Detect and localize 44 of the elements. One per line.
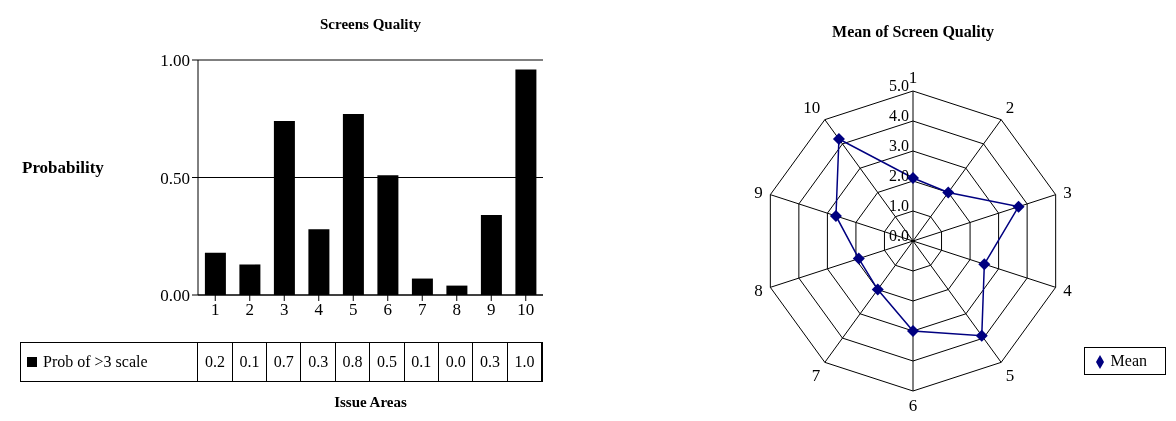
data-label: 0.5 bbox=[370, 343, 405, 381]
y-tick-label: 5.0 bbox=[889, 77, 909, 94]
y-tick-label: 3.0 bbox=[889, 137, 909, 154]
spoke-label: 8 bbox=[754, 280, 763, 300]
y-tick-label: 2.0 bbox=[889, 167, 909, 184]
data-label: 1.0 bbox=[507, 343, 543, 381]
spoke-label: 5 bbox=[1005, 365, 1015, 385]
data-label: 0.3 bbox=[473, 343, 508, 381]
chart-title: Screens Quality bbox=[319, 16, 422, 33]
spoke-label: 6 bbox=[908, 396, 918, 416]
x-tick-label: 3 bbox=[280, 300, 289, 320]
y-tick-label: 4.0 bbox=[889, 107, 909, 124]
x-tick-label: 6 bbox=[383, 300, 392, 320]
spoke-label: 7 bbox=[811, 365, 821, 385]
data-label: 0.1 bbox=[232, 343, 268, 381]
spoke-label: 2 bbox=[1005, 98, 1015, 118]
x-tick-label: 4 bbox=[314, 300, 324, 320]
x-tick-label: 7 bbox=[418, 300, 427, 320]
y-tick-label: 0.50 bbox=[160, 168, 190, 188]
legend-label: Mean bbox=[1110, 352, 1147, 369]
spoke-label: 9 bbox=[754, 183, 763, 203]
x-tick-label: 5 bbox=[349, 300, 358, 320]
y-tick-label: 1.0 bbox=[889, 197, 909, 214]
spoke-label: 4 bbox=[1063, 280, 1073, 300]
y-tick-label: 0.00 bbox=[160, 286, 190, 306]
x-tick-label: 10 bbox=[517, 300, 535, 320]
data-label: 0.0 bbox=[438, 343, 474, 381]
data-label: 0.8 bbox=[335, 343, 371, 381]
x-tick-label: 9 bbox=[487, 300, 496, 320]
data-label: 0.2 bbox=[198, 343, 233, 381]
spoke-label: 3 bbox=[1063, 183, 1072, 203]
x-tick-label: 2 bbox=[245, 300, 254, 320]
data-label: 0.7 bbox=[267, 343, 302, 381]
y-tick-label: 1.00 bbox=[160, 51, 190, 71]
x-tick-label: 8 bbox=[452, 300, 461, 320]
legend-label: Prob of >3 scale bbox=[43, 353, 148, 371]
spoke-label: 10 bbox=[803, 98, 821, 118]
x-tick-label: 1 bbox=[211, 300, 220, 320]
y-axis-title: Probability bbox=[22, 158, 104, 178]
data-label: 0.3 bbox=[301, 343, 336, 381]
chart-title: Mean of Screen Quality bbox=[831, 23, 995, 41]
x-axis-title: Issue Areas bbox=[333, 394, 408, 411]
data-label: 0.1 bbox=[404, 343, 439, 381]
spoke-label: 1 bbox=[908, 68, 918, 87]
